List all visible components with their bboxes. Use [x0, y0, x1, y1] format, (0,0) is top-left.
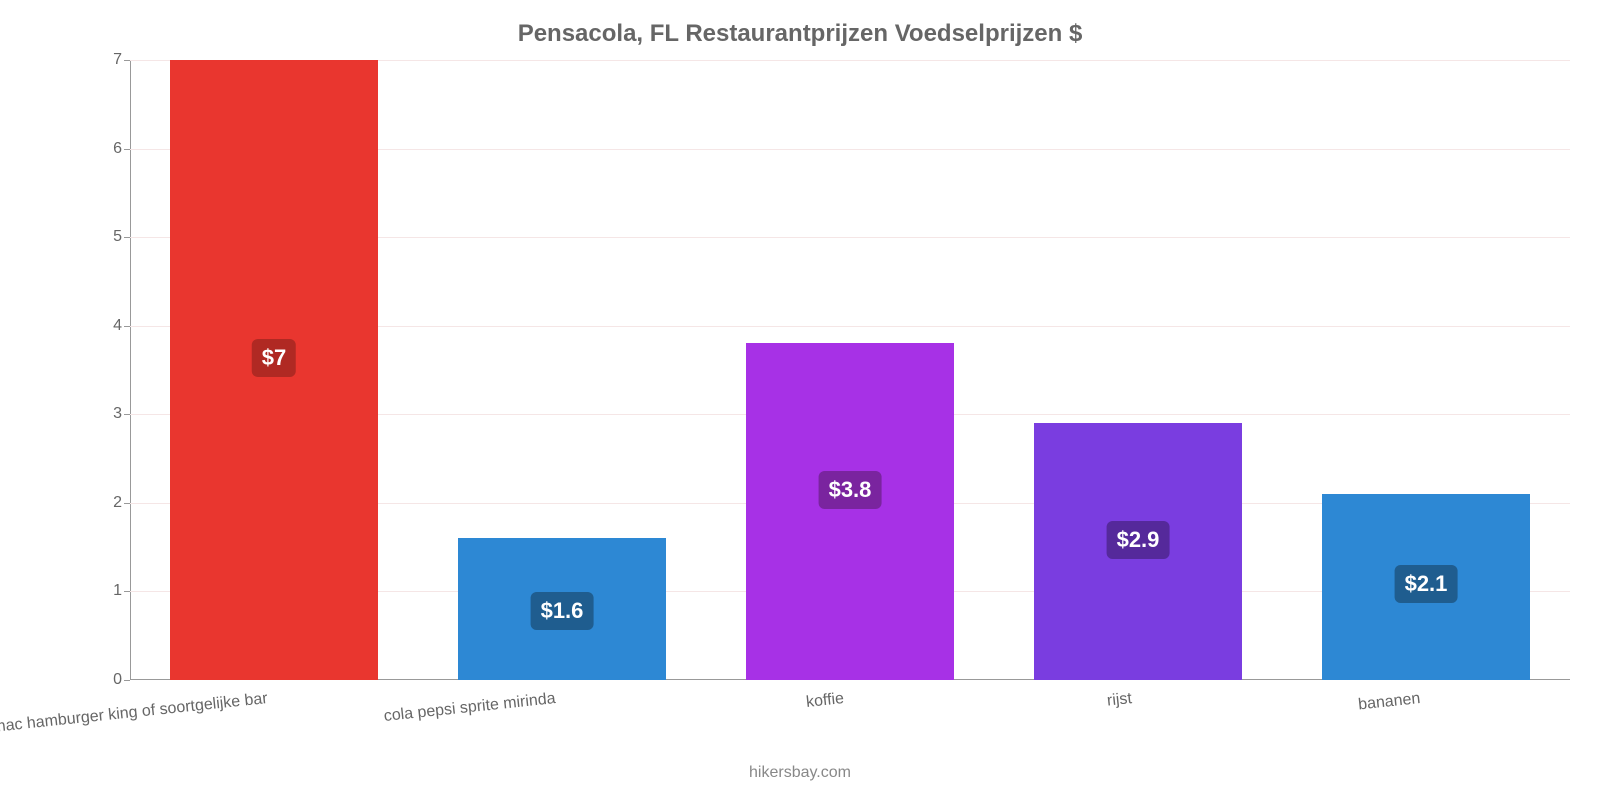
x-axis-label: koffie — [805, 690, 845, 712]
chart-title: Pensacola, FL Restaurantprijzen Voedselp… — [0, 20, 1600, 48]
value-badge: $2.9 — [1107, 521, 1170, 559]
y-axis-line — [130, 60, 131, 680]
y-tick-label: 1 — [113, 582, 130, 600]
y-tick-label: 6 — [113, 140, 130, 158]
x-axis-labels: mac hamburger king of soortgelijke barco… — [130, 682, 1570, 752]
y-tick-label: 2 — [113, 494, 130, 512]
y-tick-label: 3 — [113, 405, 130, 423]
y-tick-label: 0 — [113, 671, 130, 689]
value-badge: $3.8 — [819, 471, 882, 509]
bar — [746, 343, 953, 680]
value-badge: $2.1 — [1395, 565, 1458, 603]
value-badge: $1.6 — [531, 592, 594, 630]
plot-area: 01234567$7$1.6$3.8$2.9$2.1 — [130, 60, 1570, 680]
x-axis-label: cola pepsi sprite mirinda — [383, 690, 556, 726]
x-axis-label: rijst — [1106, 690, 1133, 711]
x-axis-label: mac hamburger king of soortgelijke bar — [0, 690, 269, 737]
x-axis-label: bananen — [1357, 690, 1421, 714]
y-tick-label: 7 — [113, 51, 130, 69]
price-bar-chart: Pensacola, FL Restaurantprijzen Voedselp… — [0, 0, 1600, 800]
attribution-text: hikersbay.com — [0, 764, 1600, 782]
y-tick-label: 4 — [113, 317, 130, 335]
y-tick-label: 5 — [113, 228, 130, 246]
value-badge: $7 — [252, 339, 296, 377]
